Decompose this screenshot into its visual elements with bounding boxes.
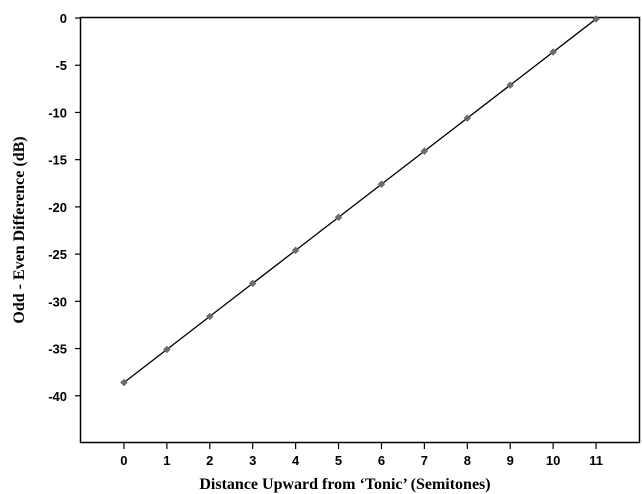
x-axis: 0 1 2 3 4 5 6 7 8 9 10 11: [120, 443, 603, 468]
plot-area: [79, 16, 641, 444]
trendline: [123, 18, 597, 384]
y-tick-label: -30: [48, 294, 67, 309]
data-point: [162, 345, 171, 354]
data-point: [334, 213, 343, 222]
x-tick-label: 1: [163, 453, 170, 468]
x-tick-label: 0: [120, 453, 127, 468]
data-point: [120, 378, 128, 387]
x-tick-label: 3: [249, 453, 256, 468]
y-tick-label: -35: [48, 342, 67, 357]
data-points: [120, 15, 600, 387]
x-tick-label: 11: [589, 453, 603, 468]
x-tick-label: 10: [546, 453, 560, 468]
x-tick-label: 8: [464, 453, 471, 468]
y-tick-label: -10: [48, 105, 67, 120]
y-tick-label: -5: [55, 58, 67, 73]
data-point: [420, 147, 429, 156]
x-tick-label: 4: [292, 453, 300, 468]
x-tick-label: 5: [335, 453, 342, 468]
data-point: [248, 279, 257, 288]
data-point: [592, 15, 600, 23]
y-tick-label: -40: [48, 389, 67, 404]
data-point: [377, 180, 386, 189]
x-tick-label: 9: [507, 453, 514, 468]
data-point: [506, 81, 515, 89]
data-point: [549, 48, 558, 56]
y-axis: 0 -5 -10 -15 -20 -25 -30 -35 -40: [48, 11, 81, 404]
y-tick-label: -15: [48, 153, 67, 168]
x-tick-label: 7: [421, 453, 428, 468]
plot-border: [79, 16, 641, 444]
y-axis-title: Odd - Even Difference (dB): [11, 136, 28, 323]
x-tick-label: 2: [206, 453, 213, 468]
data-point: [463, 114, 472, 122]
y-tick-label: -20: [48, 200, 67, 215]
data-point: [291, 246, 300, 255]
x-axis-title: Distance Upward from ‘Tonic’ (Semitones): [199, 476, 490, 493]
data-point: [205, 312, 214, 321]
y-tick-label: -25: [48, 247, 67, 262]
y-tick-label: 0: [60, 11, 67, 26]
x-tick-label: 6: [378, 453, 385, 468]
